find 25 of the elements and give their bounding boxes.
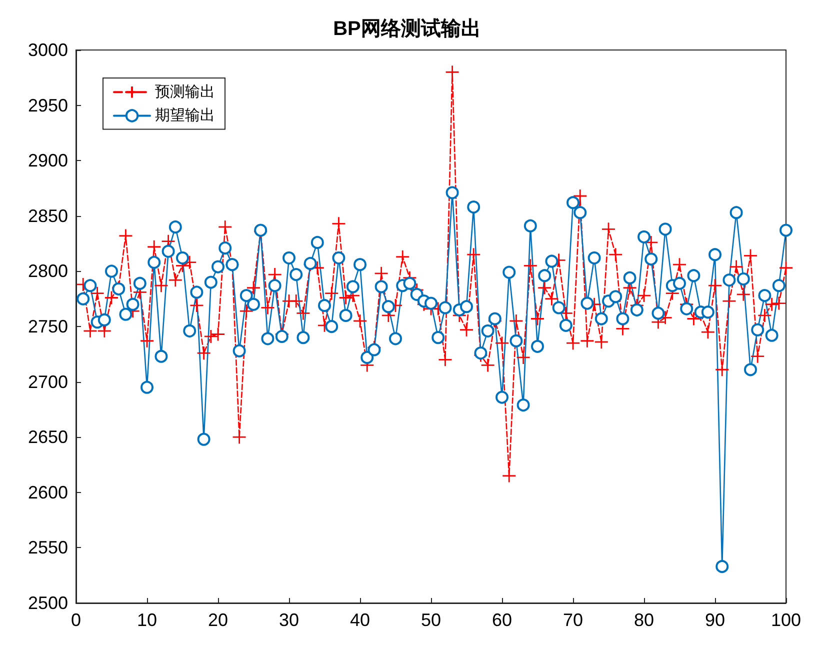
x-tick-label: 30 — [278, 610, 300, 630]
y-tick-label: 2550 — [28, 538, 68, 558]
x-tick-label: 20 — [208, 610, 228, 630]
x-tick-label: 70 — [562, 610, 584, 630]
x-tick-label: 10 — [136, 610, 158, 630]
x-tick-label: 80 — [634, 610, 654, 630]
y-tick-label: 2900 — [28, 150, 68, 171]
y-tick-label: 2650 — [28, 427, 68, 448]
y-tick-label: 2950 — [28, 95, 68, 116]
y-tick-label: 2600 — [28, 482, 68, 502]
chart-title: BP网络测试输出 — [333, 18, 481, 40]
y-tick-label: 2800 — [28, 261, 68, 282]
legend-label: 期望输出 — [155, 107, 215, 124]
y-tick-label: 2500 — [28, 593, 68, 613]
y-tick-label: 3000 — [28, 40, 68, 60]
x-tick-label: 50 — [420, 610, 442, 630]
x-tick-label: 100 — [770, 610, 802, 630]
x-tick-label: 90 — [704, 610, 726, 630]
legend-label: 预测输出 — [155, 84, 215, 101]
y-tick-label: 2700 — [28, 372, 68, 392]
x-tick-label: 40 — [350, 610, 370, 630]
y-tick-label: 2850 — [28, 206, 68, 226]
x-tick-label: 60 — [492, 610, 512, 630]
x-tick-label: 0 — [70, 610, 82, 630]
y-tick-label: 2750 — [28, 316, 68, 336]
